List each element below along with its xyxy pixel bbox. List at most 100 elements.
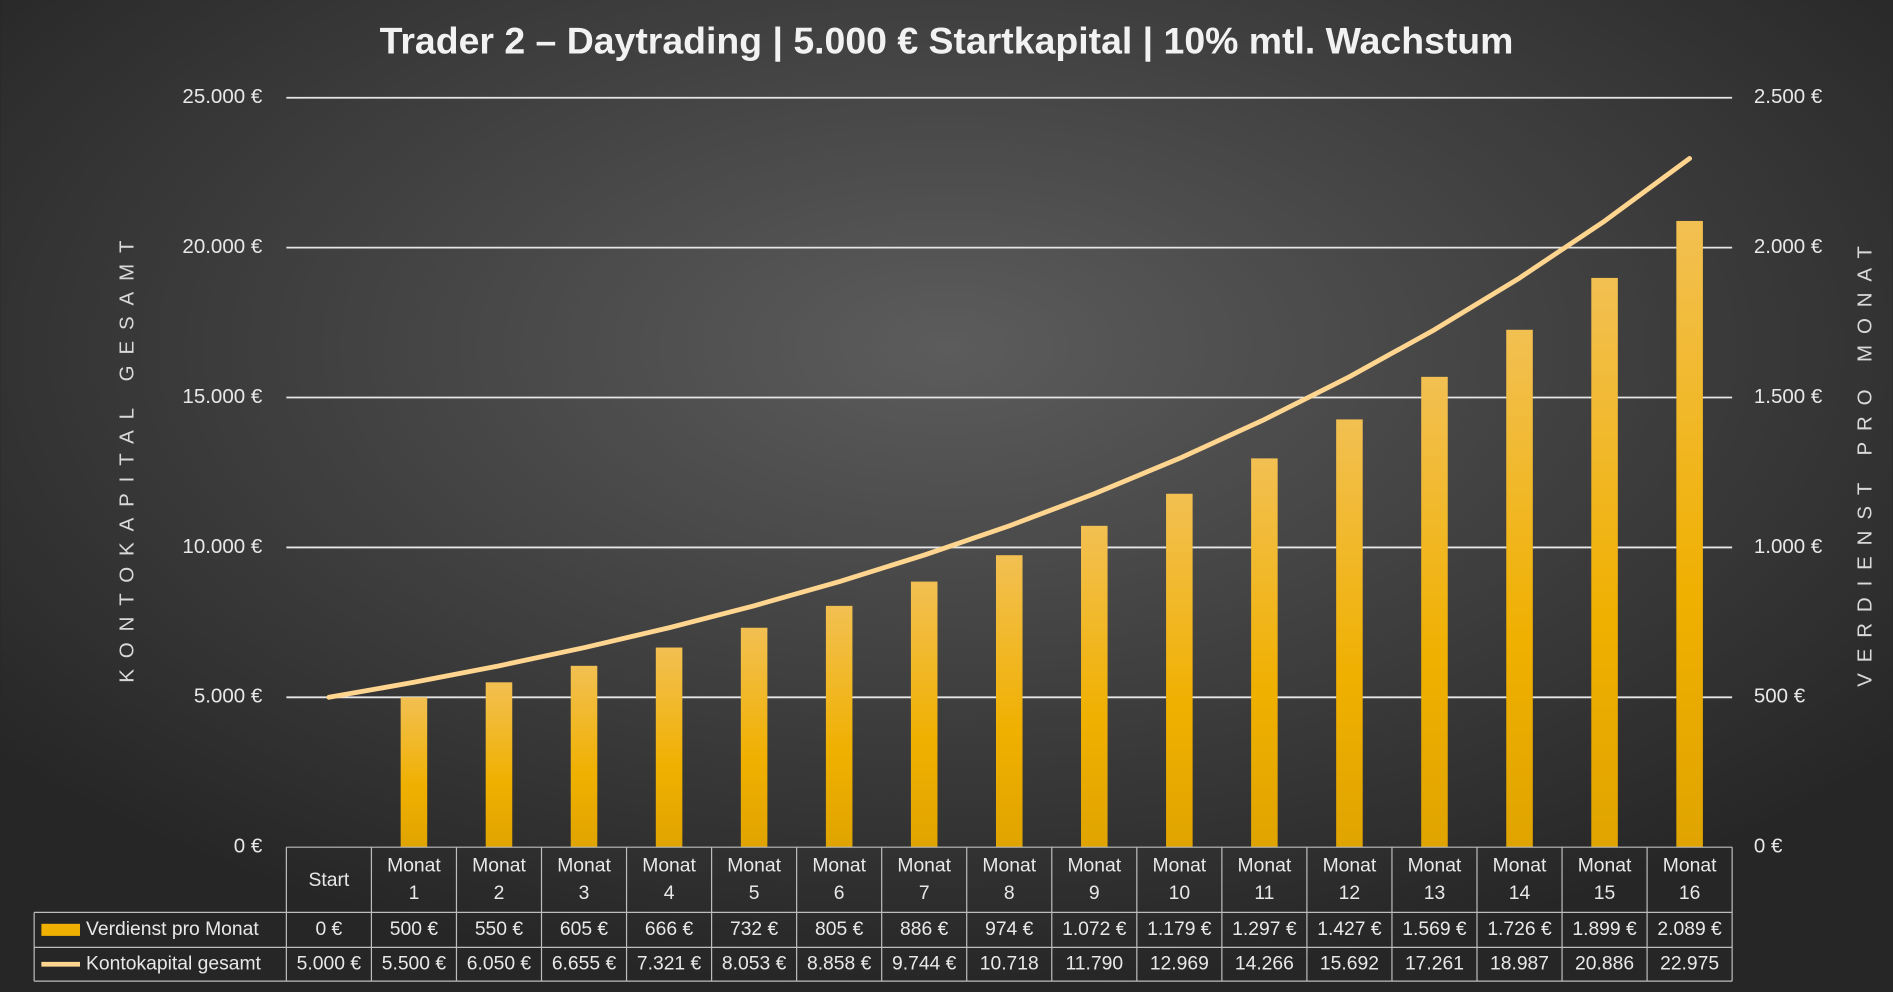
legend-swatch [41, 923, 81, 936]
category-label: Monat 11 [1237, 855, 1292, 904]
value-label: 12.969 [1150, 953, 1209, 974]
y2-tick-label: 2.500 € [1754, 85, 1823, 108]
bar [1336, 419, 1363, 848]
value-label: 500 € [390, 919, 439, 940]
bar [995, 555, 1023, 848]
x-tick-label: Monat 11 [1237, 855, 1292, 904]
value-label: 14.266 [1235, 953, 1294, 974]
x-tick-label: Monat 15 [1577, 855, 1632, 904]
category-label: Monat 6 [812, 855, 866, 904]
y2-tick-label: 2.000 € [1754, 235, 1823, 258]
y2-tick-label: 0 € [1754, 835, 1783, 858]
y-tick-label: 20.000 € [182, 235, 262, 258]
value-label: 5.500 € [382, 953, 447, 974]
value-label: 15.692 [1320, 953, 1379, 974]
category-label: Monat 15 [1577, 855, 1632, 904]
bar [655, 647, 683, 848]
x-tick-label: Monat 6 [812, 855, 866, 904]
value-label: 605 € [560, 919, 609, 940]
value-label: 1.179 € [1147, 919, 1212, 940]
value-label: 2.089 € [1657, 919, 1722, 940]
category-label: Monat 14 [1492, 855, 1547, 904]
value-label: 1.297 € [1232, 919, 1297, 940]
x-tick-label: Monat 13 [1407, 855, 1462, 904]
value-label: 886 € [900, 919, 949, 940]
bar [910, 581, 938, 848]
bar [1421, 376, 1448, 848]
bar [1166, 493, 1193, 848]
category-label: Monat 8 [982, 855, 1037, 904]
category-label: Monat 2 [472, 855, 526, 904]
bar [825, 605, 853, 848]
value-label: 10.718 [980, 953, 1039, 974]
bar [1506, 329, 1533, 848]
bar [1591, 277, 1618, 848]
category-label: Start [308, 869, 350, 891]
value-label: 666 € [645, 919, 694, 940]
category-label: Monat 10 [1152, 855, 1207, 904]
value-label: 732 € [730, 919, 779, 940]
y-tick-label: 10.000 € [182, 535, 262, 558]
value-label: 11.790 [1066, 953, 1124, 974]
category-label: Monat 13 [1407, 855, 1462, 904]
x-tick-label: Monat 1 [387, 856, 441, 904]
value-label: 17.261 [1405, 953, 1464, 974]
value-label: 9.744 € [892, 953, 957, 974]
value-label: 8.858 € [807, 953, 872, 974]
y-tick-label: 15.000 € [182, 385, 262, 408]
y-tick-label: 0 € [234, 835, 263, 858]
category-label: Monat 3 [557, 855, 611, 904]
value-label: 974 € [985, 919, 1034, 940]
value-label: 22.975 [1660, 953, 1719, 974]
value-label: 8.053 € [722, 953, 787, 974]
bar [1676, 220, 1703, 848]
bar [400, 697, 428, 848]
category-label: Monat 9 [1067, 855, 1122, 904]
y-tick-label: 5.000 € [194, 685, 263, 708]
value-label: 1.427 € [1317, 919, 1382, 940]
category-label: Monat 4 [642, 855, 696, 904]
value-label: 5.000 € [297, 953, 362, 974]
value-label: 1.072 € [1062, 919, 1127, 940]
legend-label: Verdienst pro Monat [86, 919, 259, 940]
legend-label: Kontokapital gesamt [86, 953, 261, 974]
value-label: 18.987 [1490, 953, 1549, 974]
line [326, 156, 1693, 700]
chart-title: Trader 2 – Daytrading | 5.000 € Startkap… [380, 19, 1514, 62]
y2-axis-title: VERDIENST PRO MONAT [1854, 235, 1877, 687]
x-tick-label: Monat 2 [472, 855, 526, 904]
x-tick-label: Monat 3 [557, 855, 611, 904]
value-label: 7.321 € [637, 953, 702, 974]
value-label: 0 € [315, 919, 342, 940]
y-axis-title: KONTOKAPITAL GESAMT [116, 230, 139, 683]
category-label: Monat 5 [727, 855, 781, 904]
x-tick-label: Monat 5 [727, 855, 781, 904]
x-tick-label: Monat 14 [1492, 855, 1547, 904]
y2-tick-label: 1.500 € [1754, 385, 1823, 408]
bar [485, 682, 513, 848]
category-label: Monat 7 [897, 855, 952, 904]
category-label: Monat 16 [1662, 855, 1717, 904]
x-tick-label: Monat 16 [1662, 855, 1717, 904]
bar [570, 665, 598, 848]
x-tick-label: Monat 9 [1067, 855, 1122, 904]
y-tick-label: 25.000 € [182, 85, 262, 108]
x-tick-label: Monat 12 [1322, 855, 1377, 904]
x-tick-label: Monat 10 [1152, 855, 1207, 904]
value-label: 6.050 € [467, 953, 532, 974]
value-label: 550 € [475, 919, 524, 940]
bar [740, 627, 768, 848]
y2-tick-label: 1.000 € [1754, 535, 1823, 558]
value-label: 20.886 [1575, 953, 1634, 974]
value-label: 6.655 € [552, 953, 617, 974]
x-tick-label: Start [308, 869, 350, 891]
value-label: 805 € [815, 919, 864, 940]
x-tick-label: Monat 4 [642, 855, 696, 904]
category-label: Monat 12 [1322, 855, 1377, 904]
value-label: 1.899 € [1572, 919, 1637, 940]
value-label: 1.726 € [1487, 919, 1552, 940]
y2-tick-label: 500 € [1754, 685, 1806, 708]
x-tick-label: Monat 8 [982, 855, 1037, 904]
